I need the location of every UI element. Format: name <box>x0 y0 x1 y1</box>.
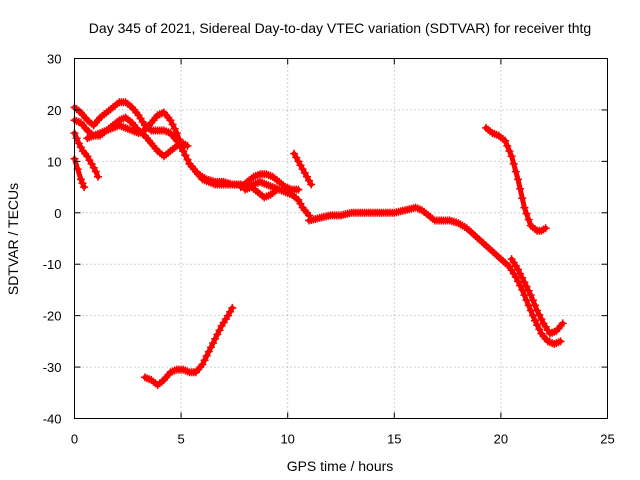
data-point <box>202 351 211 360</box>
data-point <box>73 165 82 174</box>
data-point <box>200 356 209 365</box>
data-point <box>166 116 175 125</box>
data-point <box>541 224 550 233</box>
data-point <box>524 286 533 295</box>
data-point <box>516 269 525 278</box>
series-arc-g <box>241 183 281 202</box>
data-point <box>168 120 177 129</box>
data-point <box>524 215 533 224</box>
y-tick-label: 30 <box>47 52 61 67</box>
data-point <box>215 326 224 335</box>
data-point <box>72 134 81 143</box>
data-point <box>537 315 546 324</box>
data-point <box>509 159 518 168</box>
data-point <box>531 316 539 325</box>
data-point <box>522 282 531 291</box>
data-point <box>520 203 529 212</box>
series-arc-j <box>305 203 565 348</box>
data-point <box>80 183 89 192</box>
series-arc-c <box>70 129 102 181</box>
plot-frame <box>74 58 608 419</box>
series-line <box>84 110 312 218</box>
series-line <box>142 305 235 388</box>
data-point <box>204 347 213 356</box>
series-arc-f <box>236 170 303 194</box>
data-point <box>531 301 539 310</box>
series-arc-h <box>290 149 316 189</box>
y-axis-label: SDTVAR / TECUs <box>5 183 21 295</box>
data-point <box>183 141 192 150</box>
y-tick-label: 20 <box>47 103 61 118</box>
x-tick-label: 20 <box>494 432 508 447</box>
data-point <box>294 185 303 194</box>
series-arc-d <box>70 154 89 192</box>
data-point <box>505 147 514 156</box>
x-tick-label: 0 <box>71 432 78 447</box>
data-point <box>535 325 544 334</box>
data-point <box>94 172 102 181</box>
x-tick-label: 15 <box>387 432 401 447</box>
data-series <box>70 98 567 390</box>
y-tick-label: -20 <box>43 309 62 324</box>
data-point <box>211 334 220 343</box>
data-point <box>206 343 215 352</box>
data-point <box>172 129 181 138</box>
x-tick-label: 5 <box>177 432 184 447</box>
data-point <box>514 265 522 274</box>
data-point <box>533 321 542 330</box>
x-axis-label: GPS time / hours <box>287 458 394 474</box>
y-tick-label: 10 <box>47 154 61 169</box>
data-point <box>558 319 567 328</box>
data-point <box>516 281 525 290</box>
data-point <box>528 311 537 320</box>
data-point <box>516 184 525 193</box>
data-point <box>518 285 527 294</box>
data-point <box>535 310 544 319</box>
series-arc-i <box>140 303 237 390</box>
series-arc-k <box>507 255 567 338</box>
y-tick-label: -10 <box>43 257 62 272</box>
data-point <box>511 167 520 176</box>
data-point <box>209 339 218 348</box>
x-tick-label: 10 <box>280 432 294 447</box>
data-point <box>520 278 529 287</box>
chart-title: Day 345 of 2021, Sidereal Day-to-day VTE… <box>89 20 591 36</box>
data-point <box>179 147 188 156</box>
y-tick-label: -40 <box>43 412 62 427</box>
data-point <box>518 194 527 203</box>
data-point <box>501 136 510 145</box>
x-tick-label: 25 <box>600 432 614 447</box>
data-point <box>522 209 531 218</box>
series-arc-e <box>83 108 313 220</box>
data-point <box>526 291 535 300</box>
data-point <box>170 124 179 133</box>
series-arc-l <box>482 123 550 235</box>
data-point <box>507 152 516 161</box>
data-point <box>175 135 183 144</box>
data-point <box>556 337 565 346</box>
data-point <box>511 273 520 282</box>
axis-ticks: 0 5 10 15 20 25 -40 -30 -20 -10 0 10 20 30 <box>43 52 615 447</box>
data-point <box>183 155 192 164</box>
data-point <box>503 141 512 150</box>
data-point <box>528 296 537 305</box>
data-point <box>533 306 542 315</box>
data-point <box>78 179 87 188</box>
data-point <box>181 151 190 160</box>
grid <box>74 58 608 419</box>
data-point <box>514 277 522 286</box>
data-point <box>228 303 237 312</box>
data-point <box>518 273 527 282</box>
data-point <box>91 167 100 176</box>
data-point <box>198 360 207 369</box>
data-point <box>514 175 522 184</box>
data-point <box>273 185 281 194</box>
data-point <box>177 141 186 150</box>
y-tick-label: -30 <box>43 360 62 375</box>
data-point <box>213 330 222 339</box>
data-point <box>307 180 316 189</box>
y-tick-label: 0 <box>54 206 61 221</box>
data-point <box>76 175 85 184</box>
